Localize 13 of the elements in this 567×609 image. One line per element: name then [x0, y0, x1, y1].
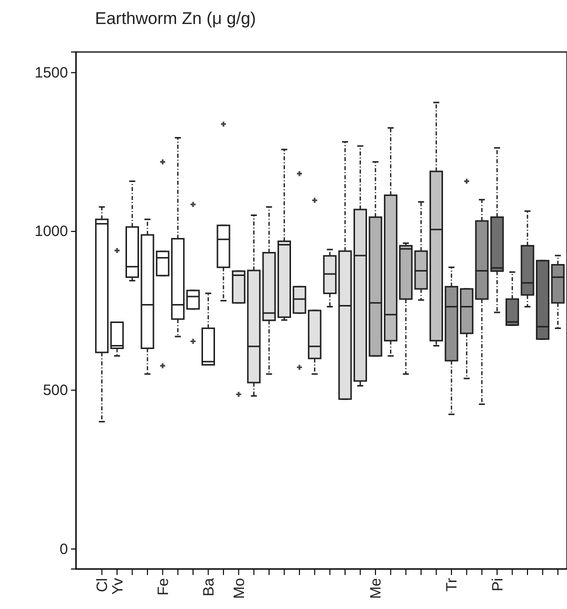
- chart-title: Earthworm Zn (μ g/g): [95, 9, 256, 28]
- x-tick-label: Fe: [154, 578, 172, 596]
- x-tick-label: Me: [368, 578, 385, 599]
- y-tick-label: 1500: [34, 64, 68, 82]
- x-tick-label: Tr: [444, 578, 461, 592]
- x-tick-label: Mo: [230, 578, 248, 599]
- x-tick-label: Cl: [94, 578, 112, 592]
- y-tick-label: 1000: [34, 223, 68, 240]
- y-tick-label: 500: [42, 382, 68, 400]
- y-tick-label: 0: [60, 540, 68, 558]
- x-tick-label: Ba: [200, 577, 218, 596]
- x-tick-label: Yv: [109, 578, 126, 595]
- x-tick-label: Pi: [489, 578, 506, 592]
